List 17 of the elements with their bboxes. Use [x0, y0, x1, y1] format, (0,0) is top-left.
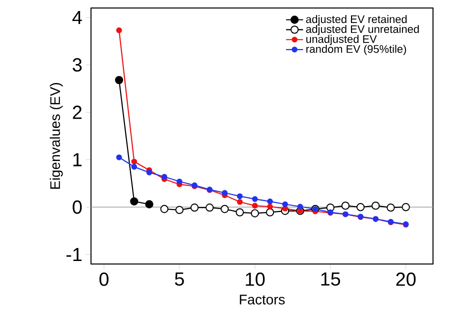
x-tick-label: 0	[99, 272, 108, 286]
legend-label: unadjusted EV	[306, 34, 377, 46]
y-tick-label: 1	[73, 153, 82, 166]
x-tick-label: 10	[246, 272, 265, 286]
x-tick-label: 20	[396, 272, 416, 286]
x-tick-label: 5	[174, 272, 184, 286]
legend-label: adjusted EV retained	[306, 15, 407, 26]
y-tick-label: 2	[72, 106, 82, 119]
legend-label: adjusted EV unretained	[306, 24, 419, 36]
legend-label: random EV (95%tile)	[306, 44, 406, 56]
y-tick-label: 3	[72, 58, 82, 72]
y-tick-label: -1	[66, 248, 82, 262]
y-axis-title: Eigenvalues (EV)	[50, 83, 63, 189]
y-tick-label: 4	[72, 10, 82, 24]
x-axis-title: Factors	[240, 294, 285, 304]
y-tick-label: 0	[72, 200, 82, 214]
x-tick-label: 15	[321, 272, 340, 286]
